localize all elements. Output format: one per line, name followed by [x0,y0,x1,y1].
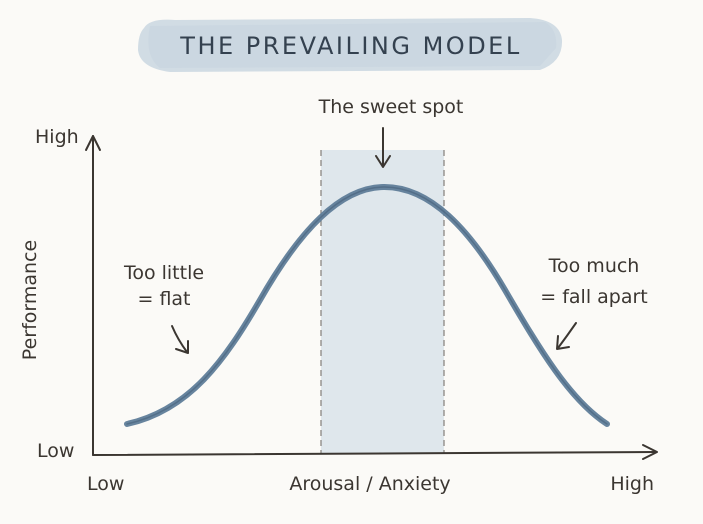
x-axis-line [92,451,657,456]
arrow-down-left-icon [556,322,577,350]
performance-curve [124,183,610,427]
title-wash [138,18,563,72]
y-axis-title: Performance [19,240,41,360]
x-axis-low-label: Low [87,473,124,495]
y-axis-arrowhead [85,135,101,151]
too-little-annotation: Too little = flat [123,262,204,354]
too-little-line2: = flat [137,288,190,310]
x-axis-title: Arousal / Anxiety [289,473,450,495]
too-little-line1: Too little [123,262,204,284]
page-title: THE PREVAILING MODEL [179,32,521,60]
arrow-down-right-icon [171,325,189,354]
too-much-line1: Too much [548,255,640,277]
sweet-spot-annotation: The sweet spot [318,96,464,168]
axes [85,135,658,460]
x-axis-high-label: High [610,473,654,495]
too-much-annotation: Too much = fall apart [540,255,648,350]
x-axis-arrowhead [642,444,658,460]
y-axis-high-label: High [35,126,79,148]
y-axis-low-label: Low [37,440,74,462]
too-much-line2: = fall apart [540,286,648,308]
sweet-spot-label: The sweet spot [318,96,464,118]
title-banner: THE PREVAILING MODEL [138,18,563,72]
down-arrow-icon [375,127,391,168]
